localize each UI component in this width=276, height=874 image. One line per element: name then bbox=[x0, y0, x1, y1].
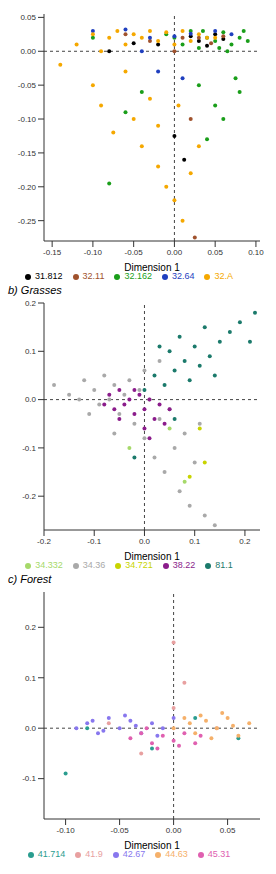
html-text:c) Forest: c) Forest bbox=[8, 573, 52, 585]
svg-text:0.2: 0.2 bbox=[239, 537, 251, 546]
html-text:42.67: 42.67 bbox=[122, 849, 146, 859]
html-text:45.31: 45.31 bbox=[207, 849, 231, 859]
svg-text:0.0: 0.0 bbox=[25, 395, 37, 404]
svg-text:0.1: 0.1 bbox=[25, 347, 37, 356]
svg-text:0.0: 0.0 bbox=[139, 537, 151, 546]
svg-text:0.2: 0.2 bbox=[25, 299, 37, 308]
html-text:32.11: 32.11 bbox=[82, 271, 105, 281]
html-text:41.714: 41.714 bbox=[37, 849, 66, 859]
html-text:44.63: 44.63 bbox=[165, 849, 188, 859]
svg-text:-0.15: -0.15 bbox=[18, 149, 37, 158]
svg-text:0.05: 0.05 bbox=[20, 13, 36, 22]
svg-text:0.1: 0.1 bbox=[189, 537, 201, 546]
svg-text:-0.1: -0.1 bbox=[22, 774, 36, 783]
html-text:31.812: 31.812 bbox=[35, 271, 63, 281]
svg-text:0.05: 0.05 bbox=[220, 826, 236, 835]
svg-text:0.2: 0.2 bbox=[25, 623, 37, 632]
html-text:81.1: 81.1 bbox=[215, 560, 233, 570]
html-text:34.332: 34.332 bbox=[35, 560, 63, 570]
svg-text:0.1: 0.1 bbox=[25, 674, 37, 683]
svg-text:-0.25: -0.25 bbox=[18, 217, 37, 226]
svg-text:-0.10: -0.10 bbox=[18, 115, 37, 124]
svg-text:0.00: 0.00 bbox=[166, 826, 182, 835]
svg-text:Dimension 1: Dimension 1 bbox=[124, 840, 180, 851]
svg-text:-0.2: -0.2 bbox=[22, 492, 36, 501]
svg-text:0.10: 0.10 bbox=[248, 248, 264, 257]
svg-text:0.05: 0.05 bbox=[207, 248, 223, 257]
svg-text:-0.10: -0.10 bbox=[84, 248, 103, 257]
html-text:32.64: 32.64 bbox=[171, 271, 195, 281]
svg-text:-0.10: -0.10 bbox=[56, 826, 75, 835]
svg-text:-0.05: -0.05 bbox=[110, 826, 129, 835]
svg-text:-0.2: -0.2 bbox=[37, 537, 51, 546]
svg-text:Dimension 1: Dimension 1 bbox=[124, 262, 180, 273]
svg-text:-0.05: -0.05 bbox=[18, 81, 37, 90]
svg-text:0.0: 0.0 bbox=[25, 724, 37, 733]
svg-text:0.00: 0.00 bbox=[167, 248, 183, 257]
svg-text:-0.1: -0.1 bbox=[22, 444, 36, 453]
svg-text:-0.15: -0.15 bbox=[43, 248, 62, 257]
html-text:38.22: 38.22 bbox=[172, 560, 196, 570]
html-text:34.36: 34.36 bbox=[82, 560, 106, 570]
svg-text:-0.05: -0.05 bbox=[125, 248, 144, 257]
svg-text:-0.1: -0.1 bbox=[87, 537, 101, 546]
svg-text:Dimension 1: Dimension 1 bbox=[124, 551, 180, 562]
svg-text:0.00: 0.00 bbox=[20, 47, 36, 56]
svg-text:-0.20: -0.20 bbox=[18, 183, 37, 192]
html-text:41.9: 41.9 bbox=[85, 849, 103, 859]
html-text:32.A: 32.A bbox=[214, 271, 233, 281]
html-text:32.162: 32.162 bbox=[124, 271, 152, 281]
html-text:b) Grasses: b) Grasses bbox=[8, 284, 62, 296]
html-text:34.721: 34.721 bbox=[125, 560, 153, 570]
